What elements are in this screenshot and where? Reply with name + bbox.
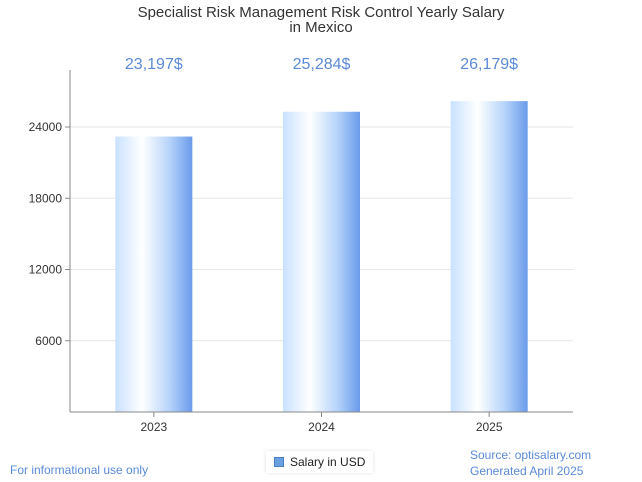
legend-swatch — [274, 457, 284, 467]
disclaimer-text: For informational use only — [10, 463, 149, 477]
y-tick-label: 24000 — [29, 120, 63, 134]
bar-layer — [115, 101, 528, 412]
bar-2024 — [283, 111, 360, 412]
bar-2025 — [450, 101, 528, 412]
data-label: 25,284$ — [293, 56, 351, 73]
y-tick-label: 6000 — [35, 334, 62, 348]
bar-2023 — [115, 136, 193, 412]
source-text: Source: optisalary.com — [470, 448, 592, 462]
legend[interactable]: Salary in USD — [266, 451, 374, 473]
label-layer: 6000 12000 18000 24000 23,197$ 2023 25,284$ 202… — [29, 56, 519, 434]
data-label: 23,197$ — [125, 56, 183, 73]
source-block: Source: optisalary.com Generated April 2… — [470, 447, 591, 479]
y-tick-label: 12000 — [29, 263, 63, 277]
generated-text: Generated April 2025 — [470, 464, 584, 478]
chart-title-line-1: Specialist Risk Management Risk Control … — [137, 4, 505, 21]
axis-layer — [65, 70, 573, 417]
data-label: 26,179$ — [460, 56, 518, 73]
chart-title-line-2: in Mexico — [289, 19, 353, 36]
x-tick-label: 2024 — [308, 420, 335, 434]
x-tick-label: 2025 — [476, 420, 503, 434]
y-tick-label: 18000 — [29, 191, 63, 205]
legend-label: Salary in USD — [290, 455, 366, 469]
x-tick-label: 2023 — [140, 420, 167, 434]
chart-title: Specialist Risk Management Risk Control … — [0, 5, 642, 35]
